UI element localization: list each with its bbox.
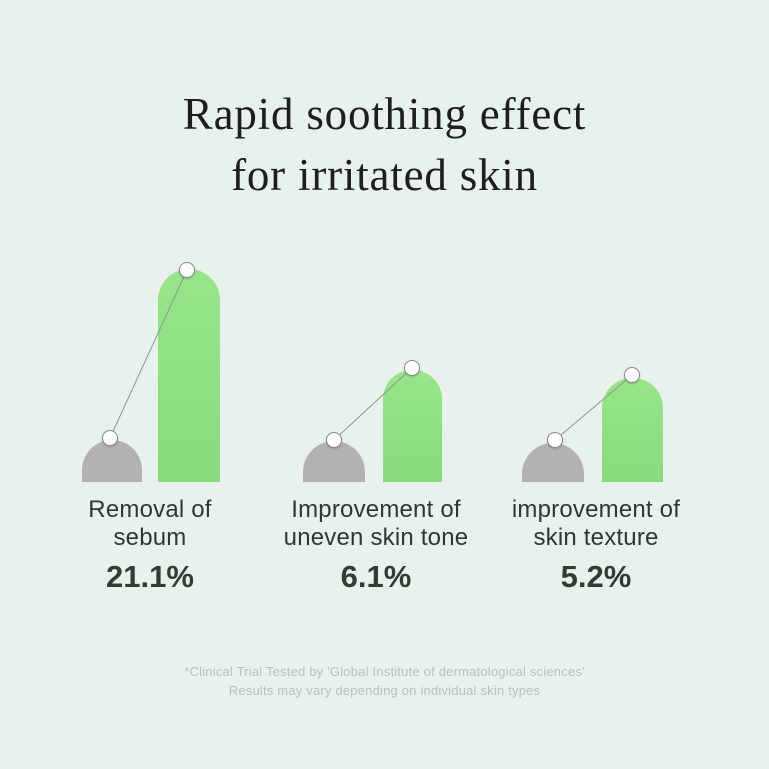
value-label: 5.2% (560, 559, 632, 594)
before-dome-sebum (82, 440, 142, 482)
data-point-marker (178, 261, 195, 278)
disclaimer-footnote: *Clinical Trial Tested by 'Global Instit… (0, 662, 769, 700)
after-bar-skin-tone (383, 370, 442, 482)
category-label-line: uneven skin tone (283, 524, 469, 551)
data-point-marker (403, 359, 420, 376)
category-label-line: skin texture (533, 524, 659, 551)
category-label-line: sebum (113, 524, 187, 551)
data-point-marker (101, 429, 118, 446)
category-label-skin-texture: improvement of skin texture 5.2% (476, 496, 716, 594)
data-point-marker (325, 431, 342, 448)
footnote-line2: Results may vary depending on individual… (228, 683, 541, 698)
category-label-line: Removal of (88, 496, 212, 523)
footnote-line1: *Clinical Trial Tested by 'Global Instit… (184, 664, 585, 679)
data-point-marker (546, 431, 563, 448)
category-label-line: Improvement of (291, 496, 461, 523)
after-bar-skin-texture (602, 378, 663, 482)
page-title-line2: for irritated skin (231, 150, 538, 200)
page-title: Rapid soothing effect for irritated skin (0, 84, 769, 206)
category-label-sebum: Removal of sebum 21.1% (30, 496, 270, 594)
before-dome-skin-texture (522, 443, 584, 482)
value-label: 6.1% (340, 559, 412, 594)
page-title-line1: Rapid soothing effect (182, 89, 587, 139)
category-label-skin-tone: Improvement of uneven skin tone 6.1% (256, 496, 496, 594)
category-label-line: improvement of (511, 496, 681, 523)
after-bar-sebum (158, 269, 220, 482)
value-label: 21.1% (106, 559, 194, 594)
data-point-marker (623, 366, 640, 383)
